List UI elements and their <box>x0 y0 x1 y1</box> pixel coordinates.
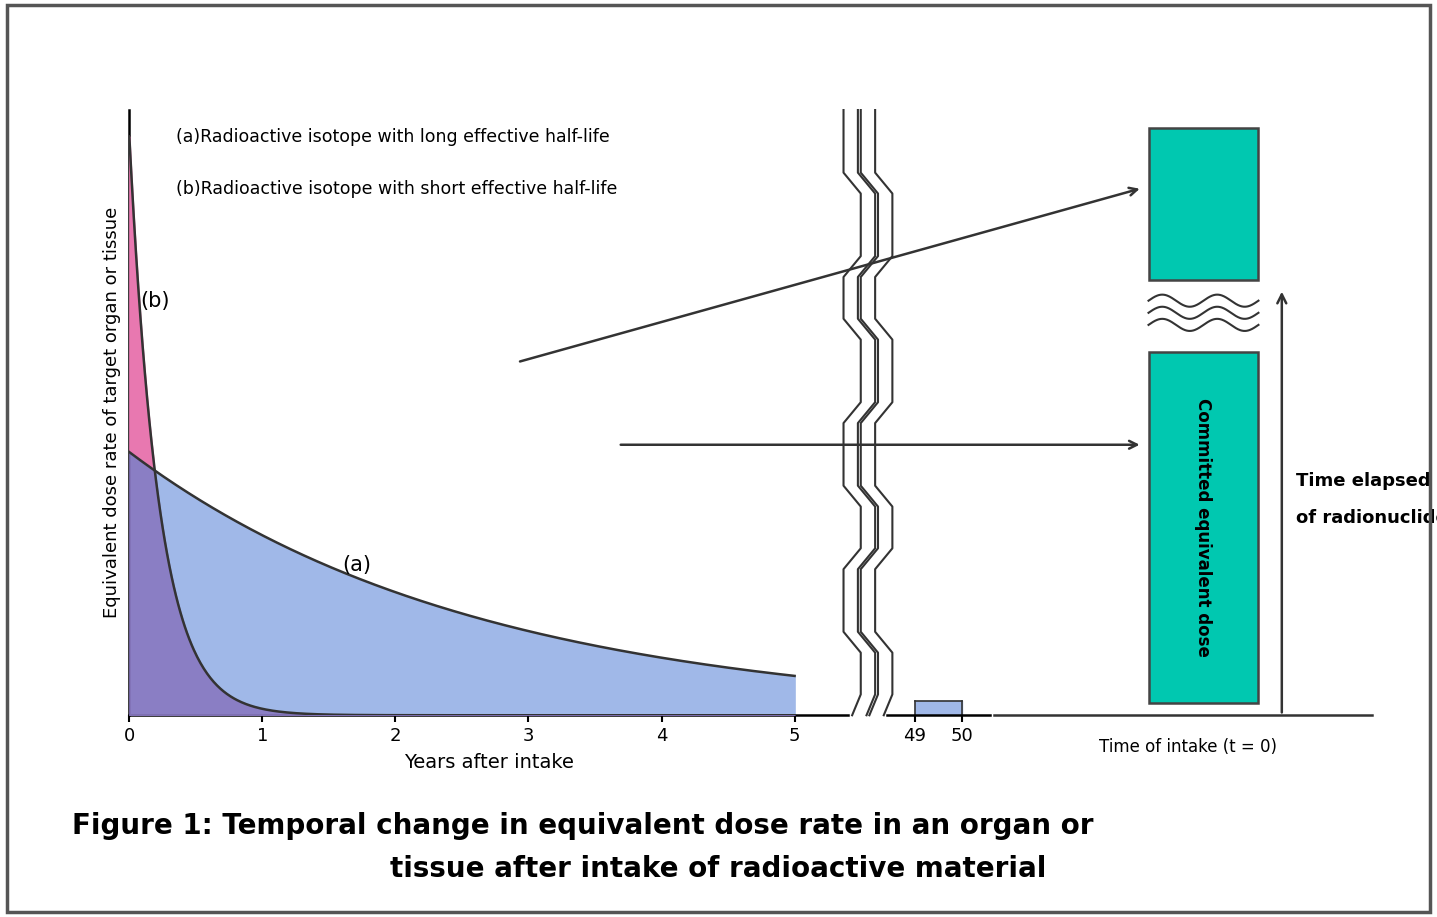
Text: (a)Radioactive isotope with long effective half-life: (a)Radioactive isotope with long effecti… <box>175 127 609 146</box>
Text: Figure 1: Temporal change in equivalent dose rate in an organ or: Figure 1: Temporal change in equivalent … <box>72 812 1094 840</box>
Bar <box>1148 352 1259 703</box>
Y-axis label: Equivalent dose rate of target organ or tissue: Equivalent dose rate of target organ or … <box>103 207 121 618</box>
Bar <box>1148 128 1259 280</box>
Text: of radionuclide (t): of radionuclide (t) <box>1296 509 1437 527</box>
Text: tissue after intake of radioactive material: tissue after intake of radioactive mater… <box>391 855 1046 883</box>
Text: (b)Radioactive isotope with short effective half-life: (b)Radioactive isotope with short effect… <box>175 181 618 198</box>
Text: Time of intake (t = 0): Time of intake (t = 0) <box>1099 738 1277 757</box>
Text: (b): (b) <box>139 292 170 312</box>
Text: Time elapsed after intake: Time elapsed after intake <box>1296 472 1437 491</box>
X-axis label: Years after intake: Years after intake <box>404 754 573 772</box>
Text: (a): (a) <box>342 555 371 575</box>
Text: Committed equivalent dose: Committed equivalent dose <box>1194 398 1213 657</box>
